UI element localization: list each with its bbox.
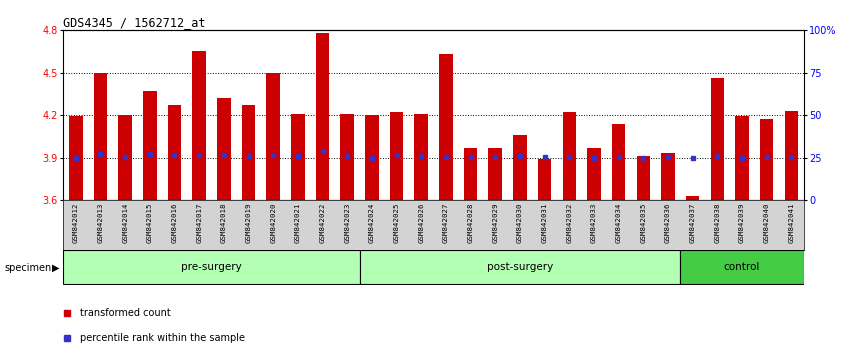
- Bar: [784, 111, 798, 200]
- Bar: [464, 148, 477, 200]
- Bar: [686, 196, 700, 200]
- Bar: [94, 73, 107, 200]
- Text: GSM842036: GSM842036: [665, 202, 671, 243]
- Bar: [390, 112, 404, 200]
- Bar: [563, 112, 576, 200]
- Text: GSM842038: GSM842038: [714, 202, 720, 243]
- Bar: [587, 148, 601, 200]
- Bar: [439, 54, 453, 200]
- Text: GSM842029: GSM842029: [492, 202, 498, 243]
- Text: GSM842037: GSM842037: [689, 202, 695, 243]
- Text: GSM842040: GSM842040: [764, 202, 770, 243]
- Text: GSM842015: GSM842015: [147, 202, 153, 243]
- Bar: [680, 250, 804, 284]
- Text: post-surgery: post-surgery: [486, 262, 553, 272]
- Bar: [242, 105, 255, 200]
- Bar: [143, 91, 157, 200]
- Bar: [636, 156, 650, 200]
- Text: GSM842019: GSM842019: [245, 202, 251, 243]
- Text: GSM842027: GSM842027: [443, 202, 449, 243]
- Bar: [69, 116, 83, 200]
- Text: GSM842023: GSM842023: [344, 202, 350, 243]
- Bar: [63, 250, 360, 284]
- Text: GSM842028: GSM842028: [468, 202, 474, 243]
- Text: GSM842013: GSM842013: [97, 202, 103, 243]
- Bar: [340, 114, 354, 200]
- Bar: [612, 124, 625, 200]
- Bar: [266, 73, 280, 200]
- Bar: [168, 105, 181, 200]
- Text: GDS4345 / 1562712_at: GDS4345 / 1562712_at: [63, 16, 206, 29]
- Text: GSM842033: GSM842033: [591, 202, 597, 243]
- Bar: [760, 119, 773, 200]
- Text: GSM842026: GSM842026: [418, 202, 424, 243]
- Bar: [662, 153, 675, 200]
- Bar: [488, 148, 502, 200]
- Bar: [735, 116, 749, 200]
- Text: GSM842024: GSM842024: [369, 202, 375, 243]
- Text: GSM842012: GSM842012: [73, 202, 79, 243]
- Bar: [291, 114, 305, 200]
- Text: GSM842041: GSM842041: [788, 202, 794, 243]
- Text: control: control: [724, 262, 761, 272]
- Bar: [217, 98, 231, 200]
- Text: pre-surgery: pre-surgery: [181, 262, 242, 272]
- Bar: [360, 250, 680, 284]
- Text: GSM842031: GSM842031: [541, 202, 547, 243]
- Text: GSM842039: GSM842039: [739, 202, 745, 243]
- Text: GSM842017: GSM842017: [196, 202, 202, 243]
- Text: GSM842021: GSM842021: [295, 202, 301, 243]
- Text: GSM842032: GSM842032: [566, 202, 572, 243]
- Text: ▶: ▶: [52, 263, 60, 273]
- Bar: [192, 51, 206, 200]
- Text: GSM842025: GSM842025: [393, 202, 399, 243]
- Text: GSM842022: GSM842022: [320, 202, 326, 243]
- Bar: [711, 78, 724, 200]
- Bar: [118, 115, 132, 200]
- Bar: [538, 159, 552, 200]
- Text: GSM842020: GSM842020: [270, 202, 276, 243]
- Text: GSM842034: GSM842034: [616, 202, 622, 243]
- Text: GSM842030: GSM842030: [517, 202, 523, 243]
- Text: GSM842014: GSM842014: [122, 202, 128, 243]
- Text: percentile rank within the sample: percentile rank within the sample: [80, 333, 244, 343]
- Bar: [514, 135, 527, 200]
- Bar: [316, 33, 329, 200]
- Text: GSM842018: GSM842018: [221, 202, 227, 243]
- Text: GSM842035: GSM842035: [640, 202, 646, 243]
- Text: GSM842016: GSM842016: [172, 202, 178, 243]
- Text: transformed count: transformed count: [80, 308, 171, 318]
- Bar: [415, 114, 428, 200]
- Bar: [365, 115, 379, 200]
- Text: specimen: specimen: [4, 263, 52, 273]
